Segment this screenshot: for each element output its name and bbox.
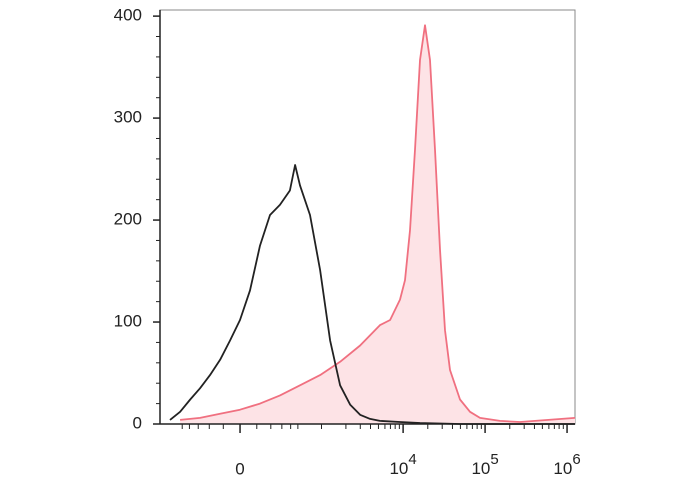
y-tick-label: 100 bbox=[114, 312, 142, 331]
y-tick-label: 400 bbox=[114, 6, 142, 25]
x-tick-exponent: 6 bbox=[572, 451, 580, 468]
x-tick-label: 104 bbox=[389, 451, 416, 479]
x-tick-base: 10 bbox=[471, 459, 490, 478]
x-tick-label: 106 bbox=[553, 451, 580, 479]
x-tick-base: 10 bbox=[553, 459, 572, 478]
line bbox=[180, 24, 576, 423]
area bbox=[180, 25, 575, 425]
y-tick-label: 200 bbox=[114, 210, 142, 229]
y-tick-label: 300 bbox=[114, 108, 142, 127]
x-tick-base: 10 bbox=[389, 459, 408, 478]
x-tick-exponent: 5 bbox=[490, 451, 498, 468]
line bbox=[169, 164, 575, 425]
y-tick-label: 0 bbox=[133, 413, 142, 432]
x-tick-exponent: 4 bbox=[408, 451, 416, 468]
x-tick-label: 105 bbox=[471, 451, 498, 479]
x-tick-label: 0 bbox=[235, 459, 244, 478]
